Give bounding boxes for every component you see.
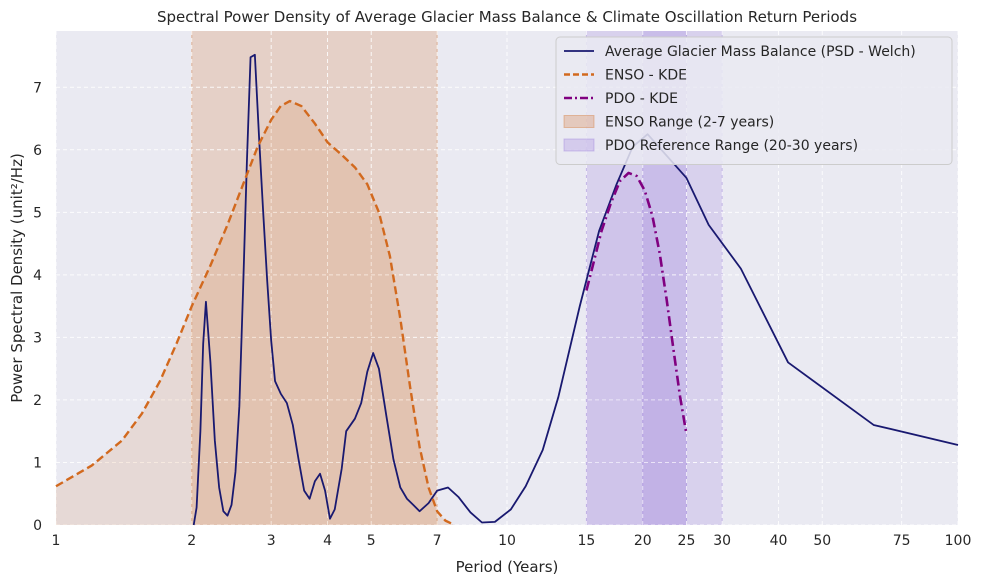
kde-fill-1 [586,172,687,525]
x-tick-label-0: 1 [52,533,61,549]
x-tick-label-7: 15 [578,533,596,549]
y-tick-label-2: 2 [33,393,42,409]
x-tick-label-3: 4 [323,533,332,549]
series-line-1 [55,99,454,526]
legend-swatch-3 [563,115,595,128]
legend-swatch-4 [563,138,595,152]
x-tick-label-11: 40 [770,533,788,549]
y-axis-label: Power Spectral Density (unit²/Hz) [8,153,26,403]
series-line-0 [192,53,959,526]
x-tick-label-4: 5 [367,533,376,549]
x-tick-label-13: 75 [893,533,911,549]
legend-label-1: ENSO - KDE [605,68,687,84]
series-lines [55,53,959,526]
y-tick-label-1: 1 [33,455,42,471]
y-axis-ticks: 0 1 2 3 4 5 6 7 [33,80,42,534]
y-tick-label-7: 7 [33,80,42,96]
x-tick-label-8: 20 [634,533,652,549]
legend-label-0: Average Glacier Mass Balance (PSD - Welc… [605,44,916,60]
legend-label-3: ENSO Range (2-7 years) [605,115,774,131]
y-tick-label-0: 0 [33,518,42,534]
series-line-2 [585,171,688,435]
y-tick-label-6: 6 [33,143,42,159]
legend-label-4: PDO Reference Range (20-30 years) [605,138,858,154]
x-tick-label-12: 50 [813,533,831,549]
legend: Average Glacier Mass Balance (PSD - Welc… [555,36,953,165]
y-tick-label-4: 4 [33,268,42,284]
x-tick-label-2: 3 [267,533,276,549]
x-tick-label-5: 7 [433,533,442,549]
x-axis-label: Period (Years) [456,558,559,576]
range-band-0 [191,31,438,525]
x-tick-label-1: 2 [187,533,196,549]
chart-title: Spectral Power Density of Average Glacie… [157,8,857,26]
y-tick-label-5: 5 [33,205,42,221]
x-tick-label-6: 10 [498,533,516,549]
legend-box [555,36,953,165]
x-tick-label-9: 25 [678,533,696,549]
y-tick-label-3: 3 [33,330,42,346]
x-tick-label-14: 100 [945,533,972,549]
legend-label-2: PDO - KDE [605,91,678,107]
x-tick-label-10: 30 [713,533,731,549]
x-axis-ticks: 1 2 3 4 5 7 10 15 20 25 30 40 50 75 100 [52,533,972,549]
